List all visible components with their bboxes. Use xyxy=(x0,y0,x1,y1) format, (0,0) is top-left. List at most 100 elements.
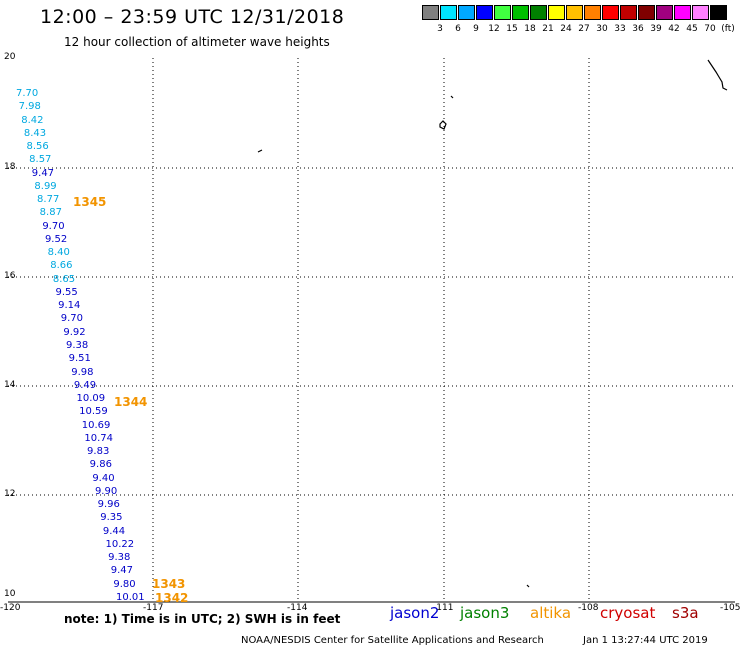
wave-height-value: 9.52 xyxy=(44,233,68,245)
scale-swatch xyxy=(566,5,583,20)
scale-swatch xyxy=(458,5,475,20)
lat-tick-10: 10 xyxy=(4,589,16,599)
scale-swatch xyxy=(674,5,691,20)
wave-height-value: 8.77 xyxy=(37,194,60,206)
wave-height-value: 9.49 xyxy=(73,379,97,391)
pass-time-label: 1345 xyxy=(73,195,107,209)
wave-height-value: 8.40 xyxy=(47,247,70,259)
scale-swatch xyxy=(620,5,637,20)
scale-label: 18 xyxy=(524,24,536,34)
wave-height-value: 10.22 xyxy=(105,538,135,550)
scale-label: 6 xyxy=(455,24,461,34)
wave-height-value: 9.86 xyxy=(89,459,112,471)
wave-height-value: 8.42 xyxy=(21,114,44,126)
scale-label: 33 xyxy=(614,24,626,34)
lat-tick-12: 12 xyxy=(4,489,16,499)
wave-height-value: 9.70 xyxy=(60,313,83,325)
scale-label: 42 xyxy=(668,24,680,34)
scale-label: 3 xyxy=(437,24,443,34)
legend-altika: altika xyxy=(530,604,572,622)
wave-height-value: 8.43 xyxy=(23,127,47,139)
wave-height-value: 10.74 xyxy=(84,432,114,444)
wave-height-value: 9.70 xyxy=(42,220,65,232)
lat-tick-18: 18 xyxy=(4,162,16,172)
lat-tick-20: 20 xyxy=(4,52,16,62)
wave-height-value: 8.56 xyxy=(26,141,49,153)
wave-height-value: 8.57 xyxy=(29,154,52,166)
wave-height-value: 8.65 xyxy=(52,273,76,285)
lon-tick-minus-111: -111 xyxy=(433,603,454,613)
wave-height-value: 9.35 xyxy=(100,512,123,524)
wave-height-value: 7.98 xyxy=(18,101,41,113)
wave-height-value: 9.40 xyxy=(92,472,115,484)
wave-height-value: 9.38 xyxy=(66,340,89,351)
pass-time-label: 1342 xyxy=(155,591,189,605)
lon-tick-minus-105: -105 xyxy=(720,603,740,613)
scale-swatch xyxy=(530,5,547,20)
lon-tick-minus-114: -114 xyxy=(287,603,308,613)
scale-swatch xyxy=(584,5,601,20)
lat-tick-16: 16 xyxy=(4,271,16,281)
scale-swatch xyxy=(638,5,655,20)
wave-height-value: 9.83 xyxy=(87,446,110,458)
wave-height-value: 7.70 xyxy=(16,88,39,99)
scale-label: 70 xyxy=(704,24,716,34)
pass-time-label: 1343 xyxy=(152,577,186,591)
wave-height-value: 9.47 xyxy=(110,565,133,577)
scale-label: (ft) xyxy=(721,24,735,34)
wave-height-value: 9.98 xyxy=(71,366,94,378)
wave-height-value: 9.90 xyxy=(94,485,118,497)
lat-tick-14: 14 xyxy=(4,380,16,390)
scale-swatch xyxy=(476,5,493,20)
scale-swatch xyxy=(512,5,529,20)
wave-height-value: 8.87 xyxy=(39,207,62,219)
scale-swatch xyxy=(422,5,439,20)
scale-label: 24 xyxy=(560,24,572,34)
scale-label: 12 xyxy=(488,24,500,34)
generated-timestamp: Jan 1 13:27:44 UTC 2019 xyxy=(583,635,708,646)
scale-label: 45 xyxy=(686,24,698,34)
lon-tick-minus-117: -117 xyxy=(143,603,164,613)
wave-height-value: 10.69 xyxy=(81,419,111,431)
scale-label: 21 xyxy=(542,24,554,34)
island-outlines xyxy=(257,59,728,588)
wave-height-value: 10.01 xyxy=(116,592,145,603)
wave-height-value: 10.59 xyxy=(79,406,108,418)
wave-height-value: 9.51 xyxy=(68,353,91,365)
scale-label: 39 xyxy=(650,24,662,34)
scale-swatch xyxy=(548,5,565,20)
wave-height-value: 9.92 xyxy=(63,326,86,338)
scale-swatch xyxy=(656,5,673,20)
scale-swatch xyxy=(440,5,457,20)
wave-height-value: 8.99 xyxy=(34,180,57,192)
wave-height-value: 9.47 xyxy=(31,167,55,179)
legend-cryosat: cryosat xyxy=(600,604,656,622)
wave-height-value: 9.38 xyxy=(108,552,131,564)
map-subtitle: 12 hour collection of altimeter wave hei… xyxy=(64,35,330,49)
scale-label: 15 xyxy=(506,24,518,34)
scale-label: 27 xyxy=(578,24,590,34)
scale-label: 30 xyxy=(596,24,608,34)
lon-tick-minus-120: -120 xyxy=(0,603,21,613)
wave-height-value: 9.14 xyxy=(58,300,81,312)
scale-swatch xyxy=(602,5,619,20)
wave-height-value: 9.55 xyxy=(55,286,78,298)
credit-line: NOAA/NESDIS Center for Satellite Applica… xyxy=(241,635,544,646)
map-title: 12:00 – 23:59 UTC 12/31/2018 xyxy=(40,6,345,28)
wave-height-value: 9.44 xyxy=(102,525,126,537)
wave-height-value: 9.80 xyxy=(113,578,136,590)
wave-height-value: 8.66 xyxy=(50,260,73,272)
scale-swatch xyxy=(692,5,709,20)
scale-swatch xyxy=(710,5,727,20)
pass-time-label: 1344 xyxy=(114,395,148,409)
lon-tick-minus-108: -108 xyxy=(578,603,599,613)
legend-s3a: s3a xyxy=(672,604,699,622)
legend-jason3: jason3 xyxy=(460,604,510,622)
legend-jason2: jason2 xyxy=(390,604,440,622)
scale-label: 36 xyxy=(632,24,644,34)
wave-height-value: 10.09 xyxy=(76,393,106,405)
scale-swatch xyxy=(494,5,511,20)
scale-label: 9 xyxy=(473,24,479,34)
wave-height-value: 9.96 xyxy=(97,499,120,511)
